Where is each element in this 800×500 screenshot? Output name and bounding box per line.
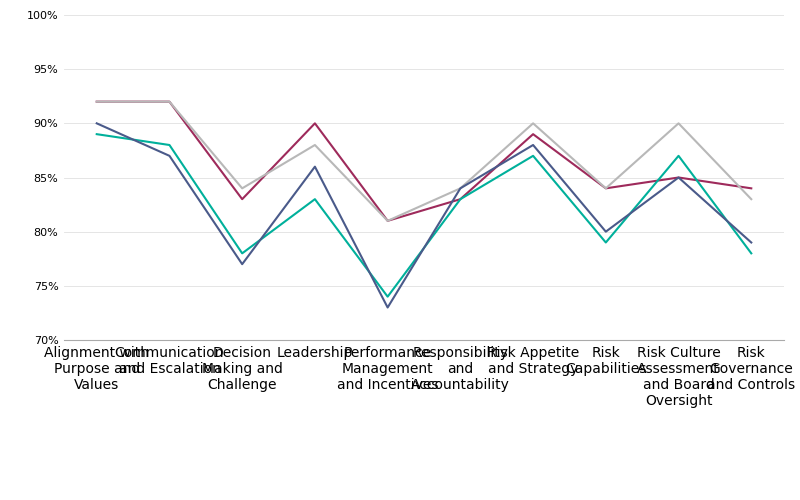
CUBS/Mutual Banks xyxy=(165,153,174,159)
Foreign Subsidiaries/Branches xyxy=(455,186,465,192)
CUBS/Mutual Banks xyxy=(383,304,393,310)
Foreign Subsidiaries/Branches xyxy=(383,218,393,224)
Regional ADIs xyxy=(165,142,174,148)
CUBS/Mutual Banks xyxy=(310,164,320,170)
Foreign Subsidiaries/Branches xyxy=(165,98,174,104)
Regional ADIs xyxy=(455,196,465,202)
Foreign Subsidiaries/Branches xyxy=(528,120,538,126)
Major ADIs xyxy=(310,120,320,126)
CUBS/Mutual Banks xyxy=(238,261,247,267)
Regional ADIs xyxy=(310,196,320,202)
CUBS/Mutual Banks xyxy=(746,240,756,246)
Major ADIs xyxy=(92,98,102,104)
Line: Major ADIs: Major ADIs xyxy=(97,102,751,221)
Line: Foreign Subsidiaries/Branches: Foreign Subsidiaries/Branches xyxy=(97,102,751,221)
Foreign Subsidiaries/Branches xyxy=(674,120,683,126)
Foreign Subsidiaries/Branches xyxy=(601,186,610,192)
CUBS/Mutual Banks xyxy=(601,228,610,234)
Major ADIs xyxy=(455,196,465,202)
CUBS/Mutual Banks xyxy=(455,186,465,192)
Major ADIs xyxy=(746,186,756,192)
Major ADIs xyxy=(165,98,174,104)
Foreign Subsidiaries/Branches xyxy=(746,196,756,202)
Regional ADIs xyxy=(601,240,610,246)
CUBS/Mutual Banks xyxy=(528,142,538,148)
Regional ADIs xyxy=(746,250,756,256)
Regional ADIs xyxy=(528,153,538,159)
Regional ADIs xyxy=(383,294,393,300)
Foreign Subsidiaries/Branches xyxy=(238,186,247,192)
Major ADIs xyxy=(601,186,610,192)
Major ADIs xyxy=(674,174,683,180)
Foreign Subsidiaries/Branches xyxy=(92,98,102,104)
Foreign Subsidiaries/Branches xyxy=(310,142,320,148)
Regional ADIs xyxy=(238,250,247,256)
Regional ADIs xyxy=(674,153,683,159)
Major ADIs xyxy=(528,131,538,137)
Major ADIs xyxy=(383,218,393,224)
Line: CUBS/Mutual Banks: CUBS/Mutual Banks xyxy=(97,124,751,308)
Regional ADIs xyxy=(92,131,102,137)
Major ADIs xyxy=(238,196,247,202)
CUBS/Mutual Banks xyxy=(92,120,102,126)
Line: Regional ADIs: Regional ADIs xyxy=(97,134,751,296)
CUBS/Mutual Banks xyxy=(674,174,683,180)
